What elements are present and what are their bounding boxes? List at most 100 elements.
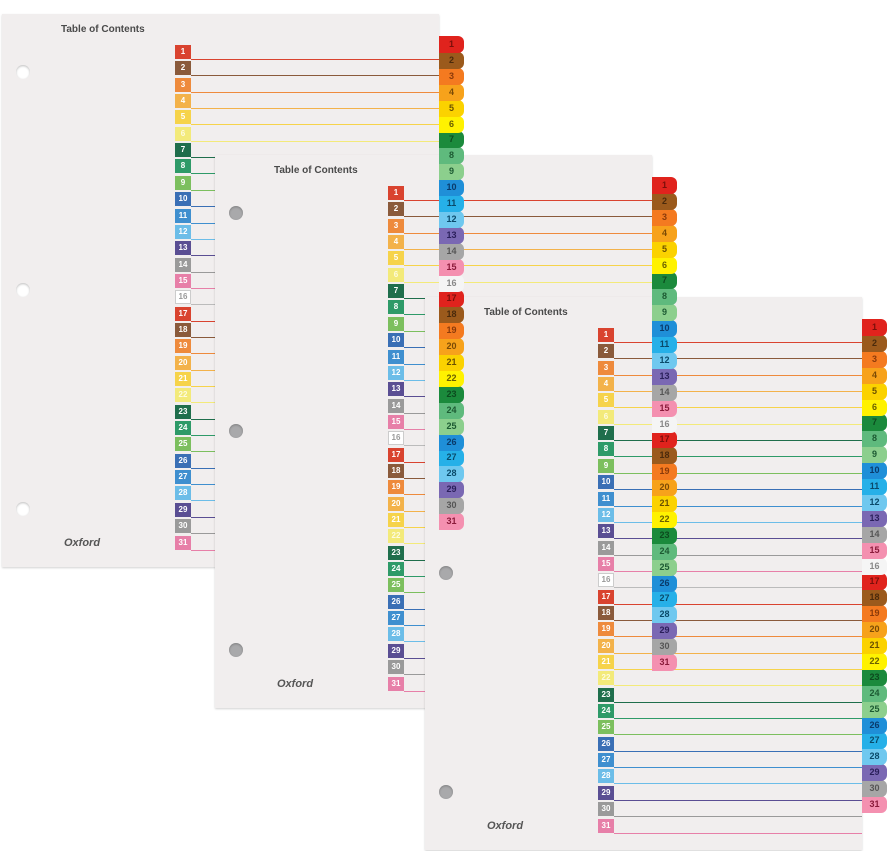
entry-line bbox=[614, 669, 862, 670]
divider-tab: 27 bbox=[862, 732, 887, 750]
entry-line bbox=[614, 799, 862, 801]
divider-tab: 29 bbox=[652, 622, 677, 640]
divider-tab: 7 bbox=[439, 131, 464, 149]
divider-tab: 2 bbox=[862, 334, 887, 352]
divider-tab: 13 bbox=[439, 226, 464, 244]
entry-number: 24 bbox=[175, 421, 191, 436]
divider-tab: 18 bbox=[652, 447, 677, 465]
entry-number: 8 bbox=[175, 159, 191, 174]
entry-line bbox=[614, 619, 862, 621]
entry-number: 27 bbox=[598, 753, 614, 768]
divider-tab: 3 bbox=[862, 350, 887, 368]
entry-number: 10 bbox=[598, 475, 614, 490]
divider-tab: 4 bbox=[652, 224, 677, 242]
divider-tab: 27 bbox=[439, 449, 464, 467]
entry-number: 11 bbox=[388, 349, 404, 364]
entry-number: 27 bbox=[175, 470, 191, 485]
entry-number: 9 bbox=[175, 175, 191, 190]
divider-tab: 25 bbox=[652, 558, 677, 576]
entry-number: 1 bbox=[388, 186, 404, 200]
divider-tab: 9 bbox=[652, 304, 677, 322]
entry-number: 11 bbox=[175, 208, 191, 223]
divider-tab: 26 bbox=[862, 716, 887, 734]
oxford-logo: Oxford bbox=[64, 537, 101, 549]
entry-number: 2 bbox=[175, 61, 191, 76]
entry-number: 7 bbox=[388, 284, 404, 299]
entry-line bbox=[614, 685, 862, 687]
entry-number: 12 bbox=[388, 365, 404, 380]
entry-number: 15 bbox=[175, 273, 191, 288]
divider-tab: 28 bbox=[439, 465, 464, 483]
entry-line bbox=[614, 440, 862, 442]
entry-number: 25 bbox=[598, 720, 614, 735]
entry-number: 28 bbox=[388, 627, 404, 642]
entry-number: 23 bbox=[175, 404, 191, 419]
entry-number: 28 bbox=[598, 769, 614, 784]
divider-tab: 9 bbox=[862, 446, 887, 464]
divider-tab: 21 bbox=[439, 354, 464, 371]
divider-tab: 17 bbox=[862, 573, 887, 591]
punch-hole bbox=[229, 206, 243, 220]
divider-tab: 22 bbox=[862, 652, 887, 670]
entry-number: 19 bbox=[388, 480, 404, 495]
divider-tab: 2 bbox=[652, 192, 677, 210]
divider-tab: 23 bbox=[439, 385, 464, 403]
entry-number: 20 bbox=[598, 638, 614, 653]
punch-hole bbox=[229, 424, 243, 438]
punch-hole bbox=[439, 785, 453, 799]
punch-hole bbox=[229, 643, 243, 657]
entry-number: 5 bbox=[388, 251, 404, 266]
entry-line bbox=[614, 816, 862, 818]
entry-number: 25 bbox=[388, 578, 404, 593]
divider-tab: 8 bbox=[652, 288, 677, 306]
entry-number: 18 bbox=[598, 605, 614, 620]
entry-number: 31 bbox=[388, 676, 404, 691]
divider-tab: 11 bbox=[652, 336, 677, 353]
entry-number: 30 bbox=[175, 519, 191, 534]
entry-line bbox=[614, 603, 862, 605]
divider-tab: 11 bbox=[439, 195, 464, 212]
entry-number: 20 bbox=[388, 496, 404, 511]
entry-line bbox=[614, 718, 862, 720]
divider-tab: 18 bbox=[439, 306, 464, 324]
entry-number: 4 bbox=[388, 235, 404, 250]
entry-line bbox=[191, 75, 439, 77]
divider-tab: 26 bbox=[652, 574, 677, 592]
divider-tab: 16 bbox=[439, 274, 464, 292]
entry-number: 17 bbox=[388, 447, 404, 462]
divider-tab: 20 bbox=[439, 338, 464, 356]
entry-number: 3 bbox=[598, 360, 614, 375]
entry-number: 21 bbox=[175, 372, 191, 386]
entry-line bbox=[614, 767, 862, 769]
divider-tab: 6 bbox=[652, 256, 677, 274]
entry-number: 30 bbox=[388, 660, 404, 675]
divider-sheet: Table of Contents Oxford 1 1 2 2 3 3 4 4 5 5 6 6 7 7 8 8 9… bbox=[425, 297, 887, 850]
entry-line bbox=[404, 232, 652, 234]
entry-line bbox=[614, 554, 862, 556]
entry-number: 7 bbox=[175, 143, 191, 158]
entry-number: 9 bbox=[388, 316, 404, 331]
entry-number: 23 bbox=[598, 687, 614, 702]
divider-tab: 30 bbox=[439, 497, 464, 515]
divider-tab: 25 bbox=[862, 700, 887, 718]
punch-hole bbox=[16, 502, 30, 516]
entry-line bbox=[614, 407, 862, 409]
divider-tab: 1 bbox=[862, 319, 887, 336]
divider-tab: 4 bbox=[439, 83, 464, 101]
entry-line bbox=[614, 489, 862, 491]
punch-hole bbox=[16, 283, 30, 297]
entry-number: 20 bbox=[175, 355, 191, 370]
entry-number: 13 bbox=[388, 382, 404, 397]
divider-tab: 12 bbox=[652, 351, 677, 369]
divider-tab: 13 bbox=[652, 367, 677, 385]
entry-line bbox=[614, 652, 862, 654]
entry-line bbox=[614, 832, 862, 834]
entry-line bbox=[404, 200, 652, 201]
sheet-title: Table of Contents bbox=[61, 24, 145, 35]
entry-number: 22 bbox=[388, 529, 404, 544]
divider-tab: 15 bbox=[652, 399, 677, 417]
sheet-title: Table of Contents bbox=[274, 165, 358, 176]
entry-line bbox=[191, 140, 439, 142]
entry-number: 31 bbox=[598, 818, 614, 833]
entry-number: 6 bbox=[175, 126, 191, 141]
